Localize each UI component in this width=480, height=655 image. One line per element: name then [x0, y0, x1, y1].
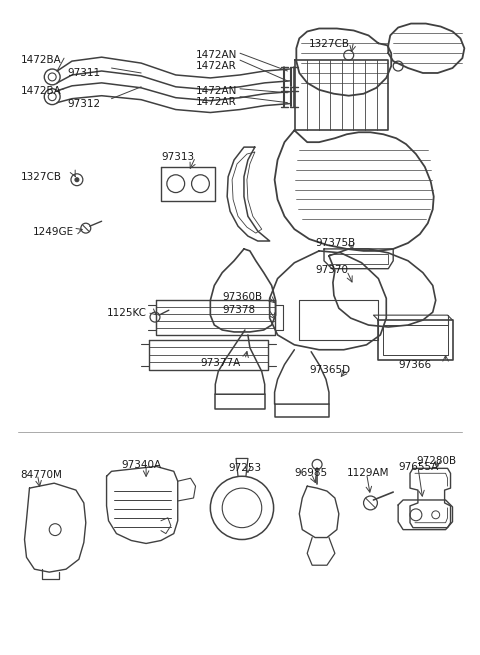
Text: 1472AN: 1472AN	[195, 50, 237, 60]
Text: 1129AM: 1129AM	[347, 468, 389, 478]
Text: 1472BA: 1472BA	[21, 86, 61, 96]
Text: 97360B: 97360B	[222, 292, 263, 303]
Text: 97340A: 97340A	[121, 460, 161, 470]
Text: 1472BA: 1472BA	[21, 55, 61, 66]
Text: 1472AR: 1472AR	[195, 97, 236, 107]
Text: 97366: 97366	[398, 360, 431, 369]
Text: 97253: 97253	[228, 463, 261, 474]
Text: 97280B: 97280B	[416, 457, 456, 466]
Text: 1125KC: 1125KC	[107, 309, 146, 318]
Text: 1327CB: 1327CB	[21, 172, 61, 182]
Text: 1472AN: 1472AN	[195, 86, 237, 96]
Text: 97313: 97313	[161, 152, 194, 162]
Text: 1249GE: 1249GE	[33, 227, 73, 237]
Text: 97365D: 97365D	[309, 365, 350, 375]
Circle shape	[75, 178, 79, 181]
Text: 97377A: 97377A	[201, 358, 240, 367]
Text: 97655A: 97655A	[398, 462, 438, 472]
Text: 97375B: 97375B	[315, 238, 355, 248]
Text: 1327CB: 1327CB	[309, 39, 350, 49]
Text: 97378: 97378	[222, 305, 255, 315]
Text: 84770M: 84770M	[21, 470, 62, 480]
Text: 97311: 97311	[67, 68, 100, 78]
Text: 97370: 97370	[315, 265, 348, 274]
Text: 96985: 96985	[294, 468, 327, 478]
Text: 1472AR: 1472AR	[195, 61, 236, 71]
Text: 97312: 97312	[67, 99, 100, 109]
